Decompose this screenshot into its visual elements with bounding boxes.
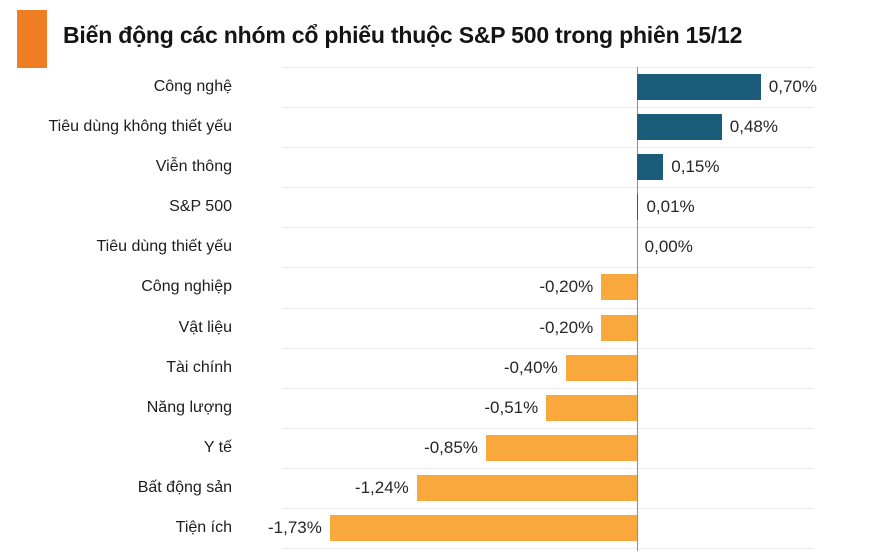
chart-header: Biến động các nhóm cổ phiếu thuộc S&P 50… [0,0,871,70]
value-label: -0,40% [503,357,558,377]
positive-bar [636,74,761,101]
category-label: Công nghiệp [141,278,232,296]
value-label: -0,51% [484,397,539,417]
row-gridline [282,187,814,189]
row-gridline [282,107,814,109]
value-label: -0,20% [539,277,594,297]
negative-bar [601,314,637,341]
chart-title: Biến động các nhóm cổ phiếu thuộc S&P 50… [63,21,743,48]
row-gridline [282,67,814,68]
negative-bar [546,394,637,421]
negative-bar [329,514,637,541]
category-label: Tiêu dùng thiết yếu [96,238,233,256]
row-gridline [282,427,814,429]
value-label: -1,24% [354,477,409,497]
category-label: Năng lượng [146,398,232,416]
category-label: Y tế [203,438,232,456]
title-accent-bar [17,10,47,68]
value-label: 0,15% [671,157,720,177]
row-gridline [282,467,814,469]
row-gridline [282,347,814,349]
zero-axis-line [636,67,638,551]
positive-bar [636,194,639,221]
category-label: Công nghệ [153,78,232,95]
row-gridline [282,227,814,229]
row-gridline [282,267,814,269]
category-label: Vật liệu [178,318,232,336]
row-gridline [282,147,814,149]
category-label: Bất động sản [137,478,232,496]
negative-bar [485,434,637,461]
row-gridline [282,307,814,309]
negative-bar [601,274,637,301]
category-label: Viễn thông [155,158,232,176]
category-label: Tài chính [166,358,232,376]
negative-bar [416,474,637,501]
positive-bar [636,114,722,141]
category-label: Tiêu dùng không thiết yếu [48,118,232,136]
value-label: -1,73% [268,517,322,537]
positive-bar [636,154,664,181]
value-label: -0,20% [539,317,594,337]
value-label: 0,00% [644,237,693,257]
category-label: S&P 500 [169,198,232,216]
row-gridline [282,548,814,549]
value-label: 0,48% [729,117,778,137]
negative-bar [565,354,637,381]
value-label: 0,70% [768,77,817,96]
value-label: 0,01% [646,197,695,217]
row-gridline [282,387,814,389]
category-label: Tiện ích [175,518,232,536]
row-gridline [282,507,814,509]
value-label: -0,85% [424,437,478,457]
